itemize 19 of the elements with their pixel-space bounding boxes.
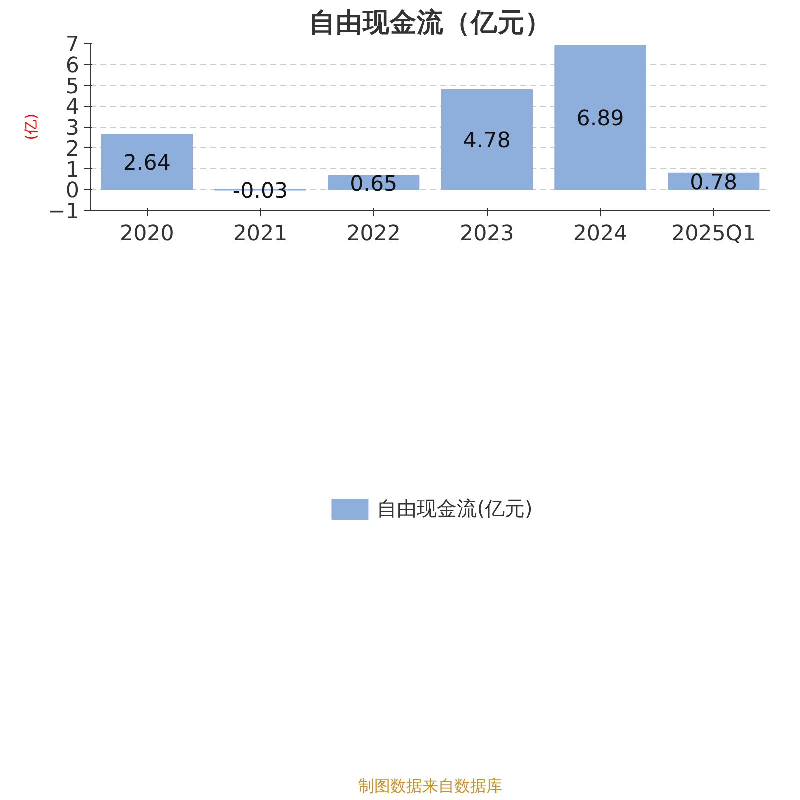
bar — [101, 134, 193, 190]
data-label: 4.78 — [463, 128, 511, 154]
bar — [441, 89, 533, 190]
x-tick-label: 2022 — [346, 222, 401, 246]
bar — [554, 45, 646, 190]
data-label: -0.03 — [232, 178, 288, 204]
text: 制图数据来自数据库 — [358, 776, 502, 796]
x-tick-label: 2024 — [573, 222, 628, 246]
data-label: 0.65 — [350, 172, 398, 197]
x-tick-label: 2021 — [233, 222, 288, 246]
data-label: 6.89 — [576, 106, 624, 132]
chart-title: 自由现金流（亿元） — [309, 8, 552, 38]
y-axis-title: (亿) — [23, 114, 40, 140]
legend-label: 自由现金流(亿元) — [377, 495, 533, 522]
x-tick-label: 2025Q1 — [672, 222, 756, 246]
data-label: 0.78 — [690, 170, 738, 196]
x-tick-label: 2020 — [120, 222, 174, 246]
x-tick-label: 2023 — [460, 222, 514, 246]
data-label: 2.64 — [123, 151, 171, 176]
